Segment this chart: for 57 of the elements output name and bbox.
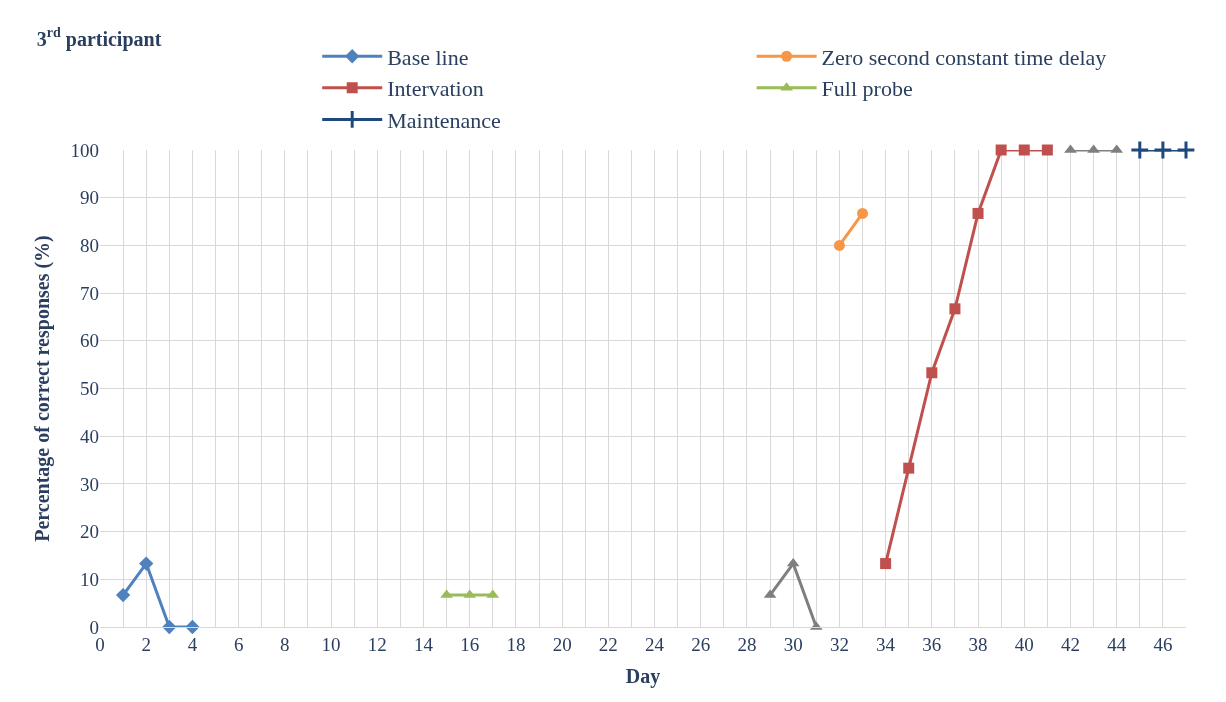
y-tick-label: 90 <box>80 187 99 209</box>
x-tick-label: 38 <box>968 633 988 655</box>
y-tick-label: 10 <box>80 568 99 590</box>
y-tick-label: 40 <box>80 425 99 447</box>
point <box>926 367 938 379</box>
y-tick-label: 80 <box>80 235 99 257</box>
x-tick-label: 34 <box>876 633 896 655</box>
x-tick-label: 14 <box>413 633 434 655</box>
x-tick-label: 44 <box>1107 633 1127 655</box>
x-tick-label: 10 <box>321 633 341 655</box>
x-tick-label: 20 <box>552 633 572 655</box>
legend-label: Full probe <box>821 76 913 102</box>
x-tick-label: 46 <box>1153 633 1173 655</box>
point <box>1041 144 1053 156</box>
point <box>972 207 984 219</box>
point <box>1018 144 1030 156</box>
x-tick-label: 8 <box>280 633 290 655</box>
x-axis-title: Day <box>625 665 661 689</box>
point <box>833 239 845 251</box>
y-tick-label: 30 <box>80 473 99 495</box>
x-tick-label: 36 <box>922 633 942 655</box>
point <box>115 587 131 603</box>
y-tick-label: 20 <box>80 521 99 543</box>
legend-label: Zero second constant time delay <box>821 44 1107 70</box>
x-tick-label: 16 <box>460 633 480 655</box>
x-tick-label: 6 <box>233 633 244 655</box>
x-tick-label: 12 <box>367 633 387 655</box>
point <box>857 207 869 219</box>
point <box>995 144 1007 156</box>
x-tick-label: 18 <box>506 633 526 655</box>
legend-label: Intervation <box>387 76 484 102</box>
y-tick-label: 100 <box>70 139 99 161</box>
x-tick-label: 22 <box>598 633 618 655</box>
x-tick-label: 2 <box>141 633 151 655</box>
y-tick-label: 0 <box>89 616 99 638</box>
y-tick-label: 60 <box>80 330 99 352</box>
x-tick-label: 32 <box>829 633 849 655</box>
point <box>1129 140 1150 160</box>
x-tick-label: 30 <box>783 633 803 655</box>
x-tick-label: 4 <box>187 633 198 655</box>
y-axis-title: Percentage of correct responses (%) <box>31 235 54 542</box>
point <box>1176 140 1196 160</box>
y-tick-label: 50 <box>80 378 99 400</box>
point <box>903 462 915 474</box>
legend-label: Base line <box>387 44 469 70</box>
point <box>1152 140 1173 160</box>
point <box>880 558 892 570</box>
point <box>139 556 154 571</box>
point <box>949 303 961 315</box>
x-tick-label: 26 <box>691 633 711 655</box>
x-tick-label: 28 <box>737 633 757 655</box>
x-tick-label: 42 <box>1060 633 1080 655</box>
x-tick-label: 40 <box>1014 633 1034 655</box>
y-tick-label: 70 <box>80 282 99 304</box>
chart-title: 3$^{rd}$ participant <box>36 25 162 51</box>
x-tick-label: 24 <box>645 633 665 655</box>
legend-label: Maintenance <box>387 108 501 134</box>
